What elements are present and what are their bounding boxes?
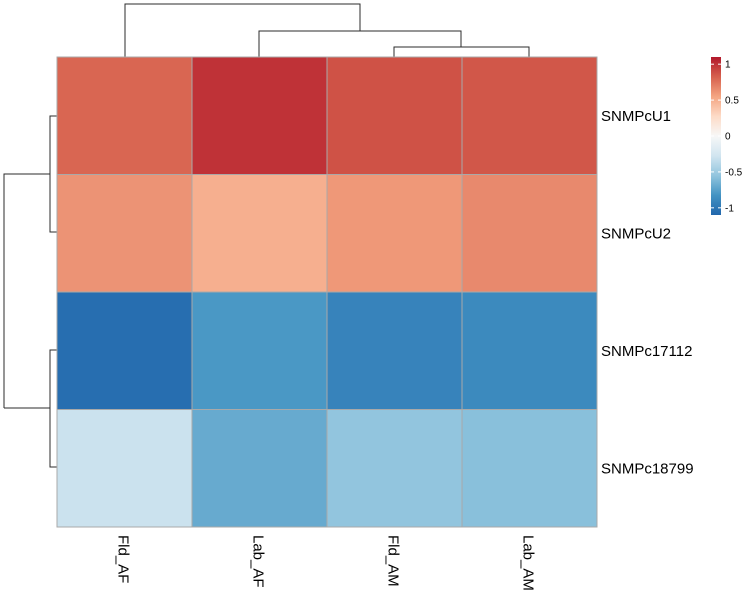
heatmap-cell-SNMPcU2-Fld_AF <box>56 174 193 293</box>
heatmap-cell-SNMPcU1-Lab_AM <box>461 56 598 175</box>
column-dendrogram <box>124 3 530 57</box>
color-legend-bar <box>711 57 721 215</box>
row-label-SNMPc17112: SNMPc17112 <box>601 343 692 360</box>
row-dendrogram-branches <box>3 115 57 468</box>
heatmap-cell-SNMPc18799-Fld_AM <box>326 409 463 528</box>
heatmap-cell-SNMPc17112-Fld_AM <box>326 291 463 410</box>
heatmap-cells <box>56 56 598 528</box>
heatmap-cell-SNMPc17112-Lab_AF <box>191 291 328 410</box>
row-label-SNMPc18799: SNMPc18799 <box>601 460 694 477</box>
heatmap-cell-SNMPcU1-Fld_AF <box>56 56 193 175</box>
heatmap-cell-SNMPcU1-Lab_AF <box>191 56 328 175</box>
legend-tick-label: 1 <box>725 60 731 71</box>
column-label-Fld_AM: Fld_AM <box>385 535 402 587</box>
heatmap-cell-SNMPcU2-Fld_AM <box>326 174 463 293</box>
column-label-Lab_AM: Lab_AM <box>520 535 537 591</box>
heatmap-cell-SNMPc17112-Lab_AM <box>461 291 598 410</box>
color-legend: 1 0.5 0 -0.5 -1 <box>711 57 743 215</box>
column-label-Fld_AF: Fld_AF <box>115 535 132 583</box>
row-label-SNMPcU1: SNMPcU1 <box>601 108 671 125</box>
heatmap-cell-SNMPc18799-Lab_AF <box>191 409 328 528</box>
row-label-SNMPcU2: SNMPcU2 <box>601 225 671 242</box>
heatmap-cell-SNMPcU2-Lab_AF <box>191 174 328 293</box>
heatmap-cell-SNMPcU2-Lab_AM <box>461 174 598 293</box>
legend-tick-label: -0.5 <box>725 167 743 178</box>
legend-tick-label: 0 <box>725 132 731 143</box>
heatmap-cell-SNMPc18799-Lab_AM <box>461 409 598 528</box>
legend-tick-label: 0.5 <box>725 96 739 107</box>
heatmap-cell-SNMPcU1-Fld_AM <box>326 56 463 175</box>
heatmap-cell-SNMPc17112-Fld_AF <box>56 291 193 410</box>
column-label-Lab_AF: Lab_AF <box>250 535 267 588</box>
column-labels: Fld_AF Lab_AF Fld_AM Lab_AM <box>115 535 537 591</box>
row-dendrogram <box>3 115 57 468</box>
heatmap-cell-SNMPc18799-Fld_AF <box>56 409 193 528</box>
legend-tick-label: -1 <box>725 203 734 214</box>
row-labels: SNMPcU1 SNMPcU2 SNMPc17112 SNMPc18799 <box>601 108 694 478</box>
color-legend-ticks: 1 0.5 0 -0.5 -1 <box>711 60 743 214</box>
column-dendrogram-branches <box>124 3 530 57</box>
